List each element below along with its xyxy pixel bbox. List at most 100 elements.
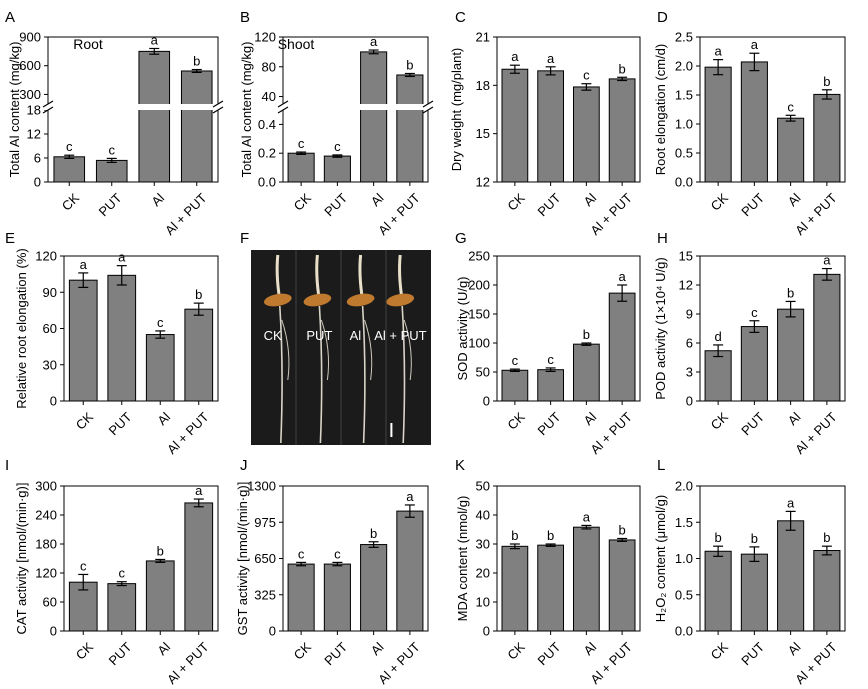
y-tick-label: 20 bbox=[476, 566, 490, 581]
significance-letter: c bbox=[298, 136, 305, 151]
y-tick-label: 120 bbox=[35, 249, 57, 264]
y-tick-label: 60 bbox=[43, 595, 57, 610]
x-tick-label: PUT bbox=[535, 190, 564, 219]
axis-break-gap bbox=[277, 104, 434, 110]
y-tick-label: 6 bbox=[686, 336, 693, 351]
y-tick-label: 2.0 bbox=[675, 479, 693, 494]
significance-letter: c bbox=[109, 142, 116, 157]
significance-letter: a bbox=[195, 483, 203, 498]
photo-label: PUT bbox=[306, 328, 332, 343]
y-tick-label: 0.0 bbox=[258, 175, 276, 190]
y-tick-label: 6 bbox=[34, 151, 41, 166]
bar-al bbox=[145, 334, 175, 402]
y-tick-label: 0.5 bbox=[675, 587, 693, 602]
y-tick-label: 1.5 bbox=[675, 88, 693, 103]
y-tick-label: 0.2 bbox=[258, 146, 276, 161]
y-tick-label: 18 bbox=[476, 78, 490, 93]
y-axis-label: Total Al content (mg/kg) bbox=[239, 42, 254, 178]
plot-frame bbox=[496, 255, 641, 402]
bar-al-put bbox=[184, 502, 214, 632]
plot-frame bbox=[63, 255, 219, 402]
x-tick-label: Al bbox=[368, 639, 387, 658]
y-tick-label: 120 bbox=[35, 566, 57, 581]
bar-put bbox=[537, 369, 564, 402]
significance-letter: b bbox=[619, 61, 626, 76]
significance-letter: c bbox=[512, 353, 519, 368]
lateral-root bbox=[403, 319, 412, 381]
y-tick-label: 15 bbox=[476, 126, 490, 141]
y-tick-label: 250 bbox=[468, 249, 490, 264]
lateral-root bbox=[320, 319, 330, 381]
axis-break-mark bbox=[42, 100, 54, 108]
y-tick-label: 12 bbox=[27, 127, 41, 142]
y-tick-label: 0.0 bbox=[675, 175, 693, 190]
panel-f-seedling-photo: CK PUT Al Al + PUT F bbox=[240, 230, 431, 445]
y-tick-label: 1.0 bbox=[675, 117, 693, 132]
y-tick-label: 150 bbox=[468, 307, 490, 322]
significance-letter: b bbox=[823, 74, 830, 89]
y-tick-label: 9 bbox=[686, 307, 693, 322]
significance-letter: c bbox=[66, 139, 73, 154]
significance-letter: a bbox=[619, 269, 627, 284]
y-axis-label: H₂O₂ content (μmol/g) bbox=[653, 495, 668, 622]
y-axis-label: Relative root elongation (%) bbox=[14, 248, 29, 408]
panel-annotation: Root bbox=[73, 36, 103, 52]
y-axis-label: CAT activity [nmol/(min·g)] bbox=[14, 483, 29, 635]
panel-i: c CK c PUT b Al a Al + PUT 0 60 120 180 240 300 CAT ac… bbox=[5, 457, 219, 687]
x-tick-label: Al bbox=[785, 639, 804, 658]
x-tick-label: Al bbox=[148, 190, 167, 209]
significance-letter: b bbox=[547, 528, 554, 543]
significance-letter: b bbox=[787, 285, 794, 300]
bar-al-put bbox=[180, 70, 213, 183]
panel-letter: C bbox=[455, 9, 466, 26]
bar-al-put bbox=[396, 510, 424, 632]
bar-put bbox=[107, 274, 137, 402]
bar-put bbox=[537, 70, 564, 183]
axis-break-mark bbox=[277, 100, 289, 108]
x-tick-label: Al bbox=[580, 190, 599, 209]
x-tick-label: PUT bbox=[321, 190, 350, 219]
bar-al-put bbox=[184, 308, 214, 402]
photo-label: CK bbox=[264, 328, 282, 343]
bar-al bbox=[138, 50, 171, 183]
bar-put bbox=[537, 544, 564, 632]
bar-al bbox=[360, 51, 388, 183]
x-tick-label: CK bbox=[73, 639, 97, 663]
plot-frame bbox=[282, 485, 429, 632]
bar-put bbox=[740, 553, 768, 632]
y-tick-label: 0 bbox=[686, 394, 693, 409]
x-tick-label: PUT bbox=[106, 409, 135, 438]
bar-ck bbox=[287, 563, 315, 632]
panel-letter: I bbox=[5, 457, 9, 474]
y-tick-label: 0.0 bbox=[675, 624, 693, 639]
y-tick-label: 80 bbox=[262, 59, 276, 74]
x-tick-label: CK bbox=[73, 409, 97, 433]
y-tick-label: 3 bbox=[686, 365, 693, 380]
y-tick-label: 21 bbox=[476, 30, 490, 45]
x-tick-label: PUT bbox=[535, 409, 564, 438]
axis-break-mark bbox=[422, 106, 434, 114]
significance-letter: a bbox=[787, 495, 795, 510]
y-tick-label: 2.0 bbox=[675, 59, 693, 74]
bar-ck bbox=[501, 545, 529, 632]
lateral-root bbox=[364, 319, 373, 381]
significance-letter: c bbox=[80, 558, 87, 573]
bar-ck bbox=[501, 68, 529, 183]
significance-letter: a bbox=[151, 32, 159, 47]
bar-al bbox=[777, 308, 805, 402]
x-tick-label: CK bbox=[504, 409, 528, 433]
x-tick-label: Al bbox=[368, 190, 387, 209]
panel-letter: D bbox=[657, 9, 668, 26]
lateral-root bbox=[281, 319, 290, 381]
significance-letter: b bbox=[370, 526, 377, 541]
significance-letter: b bbox=[193, 54, 200, 69]
y-tick-label: 0 bbox=[34, 175, 41, 190]
significance-letter: b bbox=[583, 327, 590, 342]
panel-letter: F bbox=[240, 230, 249, 247]
x-tick-label: CK bbox=[504, 190, 528, 214]
seed bbox=[303, 293, 332, 307]
y-axis-label: Dry weight (mg/plant) bbox=[449, 48, 464, 172]
